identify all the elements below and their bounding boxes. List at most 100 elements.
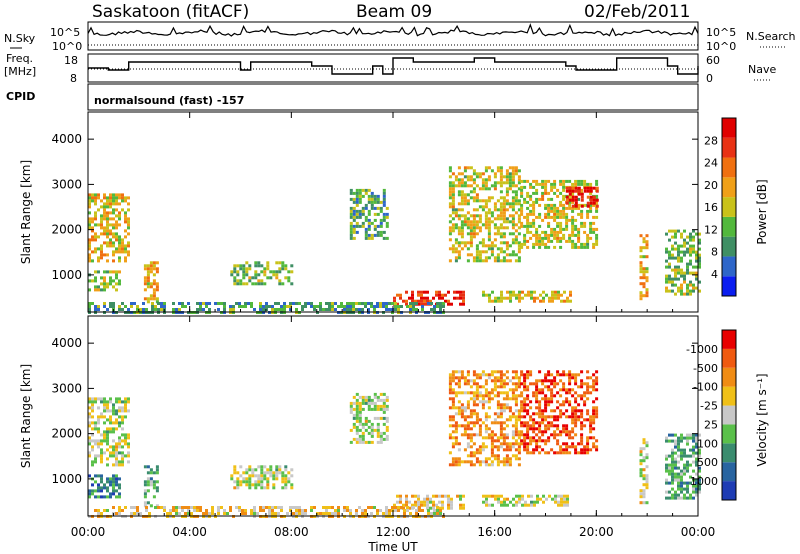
echo-cell xyxy=(577,186,581,190)
echo-cell xyxy=(121,463,124,467)
echo-cell xyxy=(233,465,237,469)
echo-cell xyxy=(178,302,181,305)
echo-cell xyxy=(538,233,542,237)
echo-cell xyxy=(592,421,596,425)
echo-cell xyxy=(571,239,575,243)
echo-cell xyxy=(502,403,506,407)
echo-cell xyxy=(290,474,294,478)
echo-cell xyxy=(269,270,273,274)
echo-cell xyxy=(677,484,680,488)
echo-cell xyxy=(487,457,491,461)
echo-cell xyxy=(100,442,103,446)
echo-cell xyxy=(257,261,261,265)
echo-cell xyxy=(481,208,485,212)
echo-cell xyxy=(367,395,371,399)
echo-cell xyxy=(695,439,698,443)
echo-cell xyxy=(677,442,680,446)
echo-cell xyxy=(438,296,441,300)
echo-cell xyxy=(149,261,153,265)
echo-cell xyxy=(530,290,533,294)
echo-cell xyxy=(674,478,677,482)
echo-cell xyxy=(157,308,160,311)
echo-cell xyxy=(118,238,121,242)
echo-cell xyxy=(556,239,560,243)
echo-cell xyxy=(388,302,391,305)
echo-cell xyxy=(370,203,374,207)
echo-cell xyxy=(523,224,527,228)
echo-cell xyxy=(668,454,671,458)
echo-cell xyxy=(241,305,244,308)
echo-cell xyxy=(97,223,100,227)
echo-cell xyxy=(103,409,106,413)
echo-cell xyxy=(448,463,452,467)
echo-cell xyxy=(645,444,649,448)
echo-cell xyxy=(307,302,310,305)
echo-cell xyxy=(418,509,421,512)
echo-cell xyxy=(544,430,548,434)
echo-cell xyxy=(508,406,512,410)
echo-cell xyxy=(550,185,554,189)
echo-cell xyxy=(538,427,542,431)
echo-cell xyxy=(568,415,572,419)
echo-cell xyxy=(592,385,596,389)
echo-cell xyxy=(532,233,536,237)
echo-cell xyxy=(559,409,563,413)
echo-cell xyxy=(642,255,646,259)
echo-cell xyxy=(683,469,686,473)
echo-cell xyxy=(349,215,353,219)
echo-cell xyxy=(230,477,234,481)
echo-cell xyxy=(385,512,388,515)
echo-cell xyxy=(100,276,103,280)
echo-cell xyxy=(671,283,674,287)
echo-cell xyxy=(538,239,542,243)
echo-cell xyxy=(520,191,524,195)
echo-cell xyxy=(541,430,545,434)
echo-cell xyxy=(355,440,359,444)
echo-cell xyxy=(562,227,566,231)
echo-cell xyxy=(677,250,680,254)
echo-cell xyxy=(595,412,599,416)
echo-cell xyxy=(497,500,500,504)
echo-cell xyxy=(488,293,491,297)
echo-cell xyxy=(441,503,444,507)
echo-cell xyxy=(568,179,572,183)
echo-cell xyxy=(508,253,512,257)
echo-cell xyxy=(133,512,136,515)
echo-cell xyxy=(376,431,380,435)
echo-cell xyxy=(686,247,689,251)
echo-cell xyxy=(574,451,578,455)
echo-cell xyxy=(686,454,689,458)
echo-cell xyxy=(541,191,545,195)
echo-cell xyxy=(448,238,452,242)
echo-cell xyxy=(370,236,374,240)
echo-cell xyxy=(263,282,267,286)
echo-cell xyxy=(97,421,100,425)
echo-cell xyxy=(109,400,112,404)
echo-cell xyxy=(553,245,557,249)
echo-cell xyxy=(91,403,94,407)
colorbar-segment xyxy=(722,462,736,482)
echo-cell xyxy=(382,197,386,201)
date-title: 02/Feb/2011 xyxy=(584,2,690,22)
echo-cell xyxy=(466,232,470,236)
echo-cell xyxy=(514,457,518,461)
echo-cell xyxy=(505,172,509,176)
echo-cell xyxy=(674,283,677,287)
echo-cell xyxy=(556,221,560,225)
echo-cell xyxy=(155,288,159,292)
echo-cell xyxy=(239,483,243,487)
echo-cell xyxy=(426,506,429,510)
echo-cell xyxy=(514,211,518,215)
echo-cell xyxy=(91,448,94,452)
echo-cell xyxy=(106,259,109,263)
echo-cell xyxy=(535,242,539,246)
echo-cell xyxy=(556,373,560,377)
echo-cell xyxy=(121,308,124,311)
echo-cell xyxy=(451,217,455,221)
echo-cell xyxy=(254,480,258,484)
echo-cell xyxy=(556,230,560,234)
echo-cell xyxy=(124,415,127,419)
echo-cell xyxy=(364,509,367,512)
echo-cell xyxy=(529,230,533,234)
echo-cell xyxy=(499,241,503,245)
